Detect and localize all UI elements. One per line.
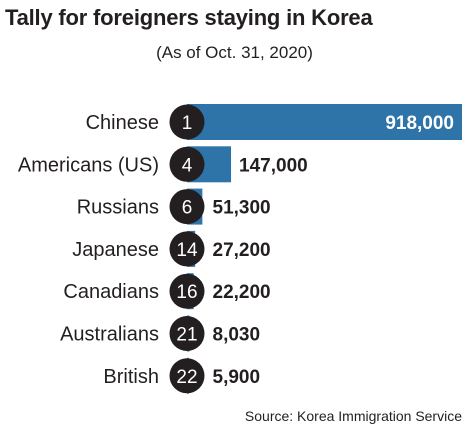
bar-0 xyxy=(187,104,462,140)
rank-label: 21 xyxy=(176,325,197,346)
rank-circle xyxy=(169,316,205,351)
rank-circle xyxy=(169,358,205,394)
category-label: Russians xyxy=(77,197,159,219)
chart-title: Tally for foreigners staying in Korea xyxy=(5,5,373,30)
value-label: 918,000 xyxy=(385,113,454,134)
rank-label: 1 xyxy=(182,113,193,134)
value-label: 147,000 xyxy=(239,155,308,176)
value-label: 5,900 xyxy=(213,367,261,388)
value-label: 22,200 xyxy=(213,282,271,303)
rank-label: 22 xyxy=(176,367,197,388)
rank-label: 16 xyxy=(176,282,197,303)
rank-circle xyxy=(169,273,205,309)
category-label: British xyxy=(103,366,159,388)
rank-label: 14 xyxy=(176,240,198,261)
rank-circle xyxy=(169,146,205,182)
rank-circle xyxy=(169,104,205,140)
rank-circle xyxy=(169,189,205,225)
rank-label: 4 xyxy=(182,155,193,176)
value-label: 51,300 xyxy=(213,198,271,219)
chart-subtitle: (As of Oct. 31, 2020) xyxy=(156,43,313,62)
value-label: 8,030 xyxy=(213,325,261,346)
source-note: Source: Korea Immigration Service xyxy=(244,408,462,424)
category-label: Canadians xyxy=(63,281,159,303)
value-label: 27,200 xyxy=(213,240,271,261)
category-label: Americans (US) xyxy=(18,154,159,176)
category-label: Chinese xyxy=(86,112,159,134)
category-label: Japanese xyxy=(72,239,159,261)
category-label: Australians xyxy=(60,324,159,346)
rank-circle xyxy=(169,231,205,267)
rank-label: 6 xyxy=(182,198,193,219)
